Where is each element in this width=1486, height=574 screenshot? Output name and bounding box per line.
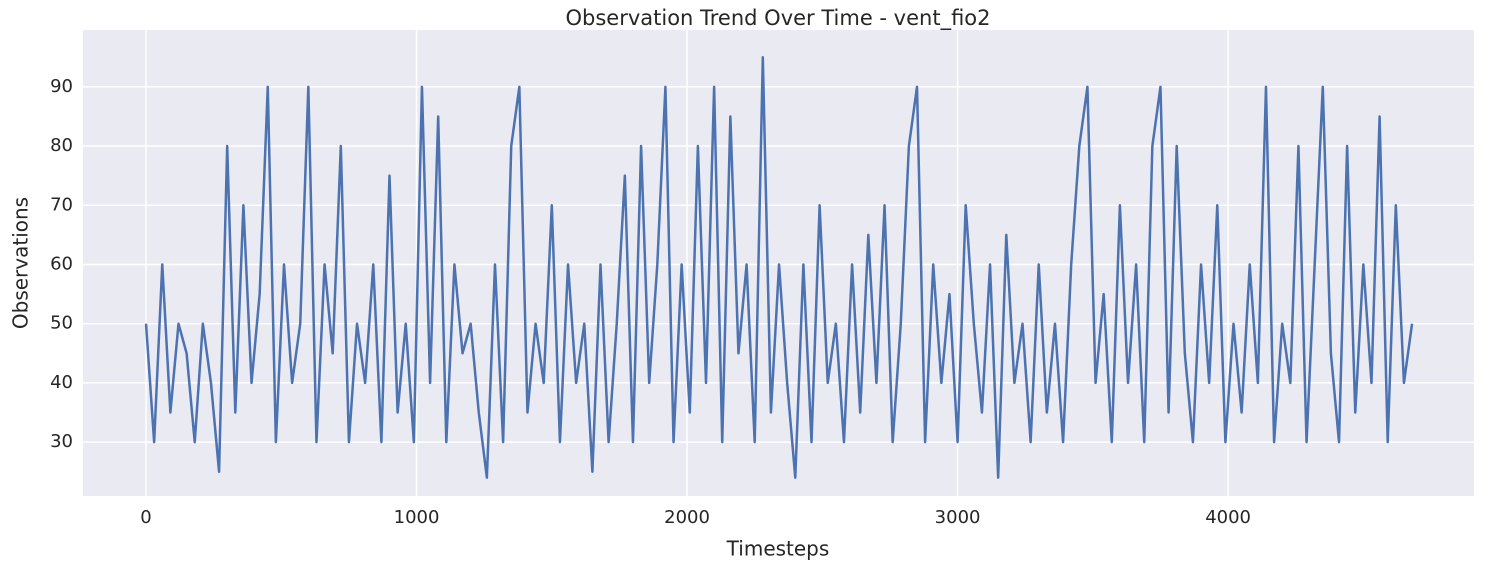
x-tick-label: 3000 bbox=[935, 507, 981, 528]
x-tick-label: 1000 bbox=[394, 507, 440, 528]
y-tick-label: 70 bbox=[50, 194, 73, 215]
x-tick-label: 0 bbox=[140, 507, 151, 528]
y-tick-label: 60 bbox=[50, 253, 73, 274]
data-line bbox=[144, 55, 1414, 479]
x-tick-label: 2000 bbox=[664, 507, 710, 528]
chart-title: Observation Trend Over Time - vent_fio2 bbox=[565, 6, 990, 31]
y-tick-label: 50 bbox=[50, 313, 73, 334]
y-tick-label: 80 bbox=[50, 135, 73, 156]
y-axis-title: Observations bbox=[9, 197, 33, 329]
y-tick-label: 30 bbox=[50, 431, 73, 452]
y-tick-label: 40 bbox=[50, 372, 73, 393]
x-axis-title: Timesteps bbox=[726, 537, 830, 561]
y-tick-label: 90 bbox=[50, 76, 73, 97]
x-tick-label: 4000 bbox=[1205, 507, 1251, 528]
